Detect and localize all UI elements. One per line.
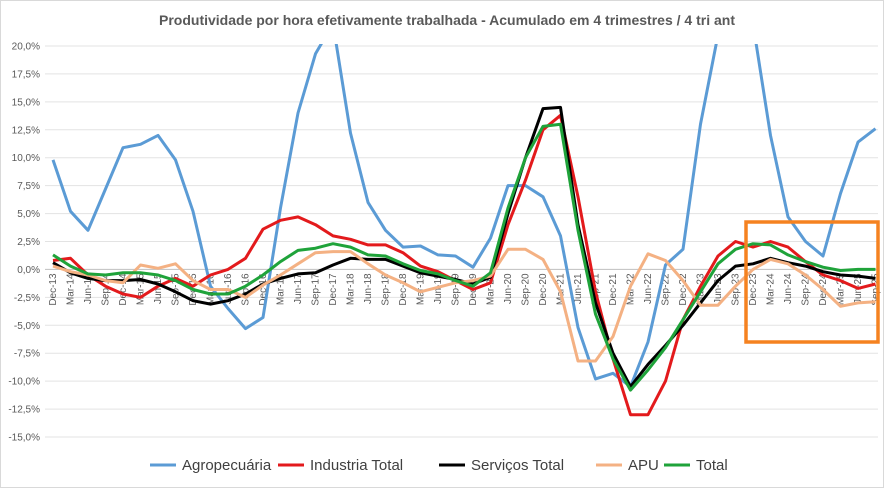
x-tick-label: Dec-16 xyxy=(258,273,269,306)
x-tick-label: Dec-18 xyxy=(398,273,409,306)
y-tick-label: 20,0% xyxy=(12,42,40,53)
y-tick-label: -5,0% xyxy=(14,321,40,332)
y-tick-label: -7,5% xyxy=(14,349,40,360)
series-line-industria-total xyxy=(52,113,876,417)
x-tick-label: Jun-21 xyxy=(573,273,584,304)
x-tick-label: Mar-15 xyxy=(136,273,147,305)
x-tick-label: Sep-20 xyxy=(521,273,532,306)
x-tick-label: Mar-25 xyxy=(836,273,847,305)
x-tick-label: Dec-21 xyxy=(608,273,619,306)
x-tick-label: Dec-17 xyxy=(328,273,339,306)
legend-label: Total xyxy=(696,457,728,474)
x-tick-label: Jun-24 xyxy=(783,273,794,304)
legend-item: Serviços Total xyxy=(439,457,564,474)
y-tick-label: 0,0% xyxy=(17,265,40,276)
x-tick-label: Jun-23 xyxy=(713,273,724,304)
x-tick-label: Dec-20 xyxy=(538,273,549,306)
y-tick-label: 15,0% xyxy=(12,97,40,108)
y-tick-label: -15,0% xyxy=(8,433,40,444)
series-line-agropecu-ria xyxy=(51,44,877,389)
x-tick-label: Jun-20 xyxy=(503,273,514,304)
x-tick-label: Mar-24 xyxy=(766,273,777,305)
x-tick-label: Sep-24 xyxy=(801,273,812,306)
legend-item: Industria Total xyxy=(278,457,403,474)
x-tick-label: Mar-19 xyxy=(416,273,427,305)
series-line-total xyxy=(52,122,876,392)
legend-label: Serviços Total xyxy=(471,457,564,474)
legend-label: APU xyxy=(628,457,659,474)
x-tick-label: Sep-16 xyxy=(241,273,252,306)
legend-item: APU xyxy=(596,457,659,474)
highlight-rectangle xyxy=(744,220,880,344)
x-tick-label: Dec-13 xyxy=(48,273,59,306)
x-tick-label: Sep-22 xyxy=(661,273,672,306)
x-tick-label: Jun-15 xyxy=(153,273,164,304)
x-tick-label: Sep-19 xyxy=(451,273,462,306)
x-tick-label: Jun-22 xyxy=(643,273,654,304)
x-tick-label: Mar-14 xyxy=(66,273,77,305)
x-tick-label: Dec-22 xyxy=(678,273,689,306)
y-tick-label: 12,5% xyxy=(12,125,40,136)
y-tick-label: 17,5% xyxy=(12,69,40,80)
y-tick-label: -2,5% xyxy=(14,293,40,304)
x-tick-label: Sep-25 xyxy=(871,273,882,306)
legend-label: Agropecuária xyxy=(182,457,272,474)
y-tick-label: 2,5% xyxy=(17,237,40,248)
x-tick-label: Jun-17 xyxy=(293,273,304,304)
x-tick-label: Mar-18 xyxy=(346,273,357,305)
y-tick-label: 10,0% xyxy=(12,153,40,164)
x-tick-label: Sep-23 xyxy=(731,273,742,306)
x-tick-label: Dec-23 xyxy=(748,273,759,306)
x-tick-label: Sep-14 xyxy=(101,273,112,306)
x-tick-label: Mar-17 xyxy=(276,273,287,305)
y-tick-label: -12,5% xyxy=(8,405,40,416)
x-tick-label: Jun-14 xyxy=(83,273,94,304)
x-tick-label: Jun-18 xyxy=(363,273,374,304)
legend-item: Total xyxy=(664,457,728,474)
legend-item: Agropecuária xyxy=(150,457,272,474)
y-tick-label: 7,5% xyxy=(17,181,40,192)
y-tick-label: -10,0% xyxy=(8,377,40,388)
series-line-apu xyxy=(52,247,876,363)
x-tick-label: Dec-14 xyxy=(118,273,129,306)
chart-title: Produtividade por hora efetivamente trab… xyxy=(159,12,735,28)
x-tick-label: Sep-15 xyxy=(171,273,182,306)
x-tick-label: Mar-20 xyxy=(486,273,497,305)
legend-label: Industria Total xyxy=(310,457,403,474)
x-tick-label: Sep-18 xyxy=(381,273,392,306)
x-tick-label: Mar-21 xyxy=(556,273,567,305)
y-tick-label: 5,0% xyxy=(17,209,40,220)
x-tick-label: Sep-17 xyxy=(311,273,322,306)
